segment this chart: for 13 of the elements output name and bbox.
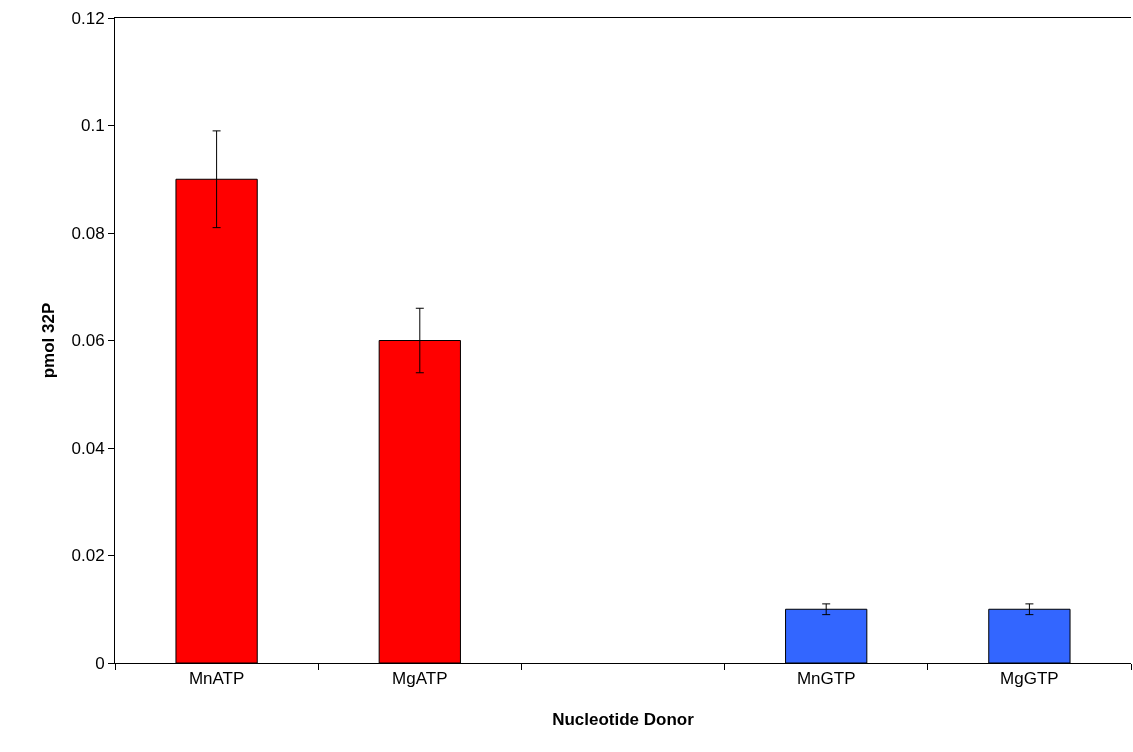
y-tick-label: 0.1 — [80, 116, 105, 136]
x-tick-label: MgGTP — [1000, 669, 1059, 689]
y-tick-label: 0.08 — [71, 223, 105, 243]
y-tick-label: 0.06 — [71, 331, 105, 351]
y-tick-label: 0.12 — [71, 8, 105, 28]
x-tick-label: MnATP — [188, 669, 245, 689]
y-tick-label: 0.02 — [71, 546, 105, 566]
y-axis-title: pmol 32P — [39, 302, 59, 379]
x-tick-label: MnGTP — [796, 669, 856, 689]
x-tick-label: MgATP — [392, 669, 448, 689]
y-tick-label: 0.04 — [71, 438, 105, 458]
y-tick-label: 0 — [95, 653, 105, 673]
x-axis-title: Nucleotide Donor — [552, 709, 695, 729]
